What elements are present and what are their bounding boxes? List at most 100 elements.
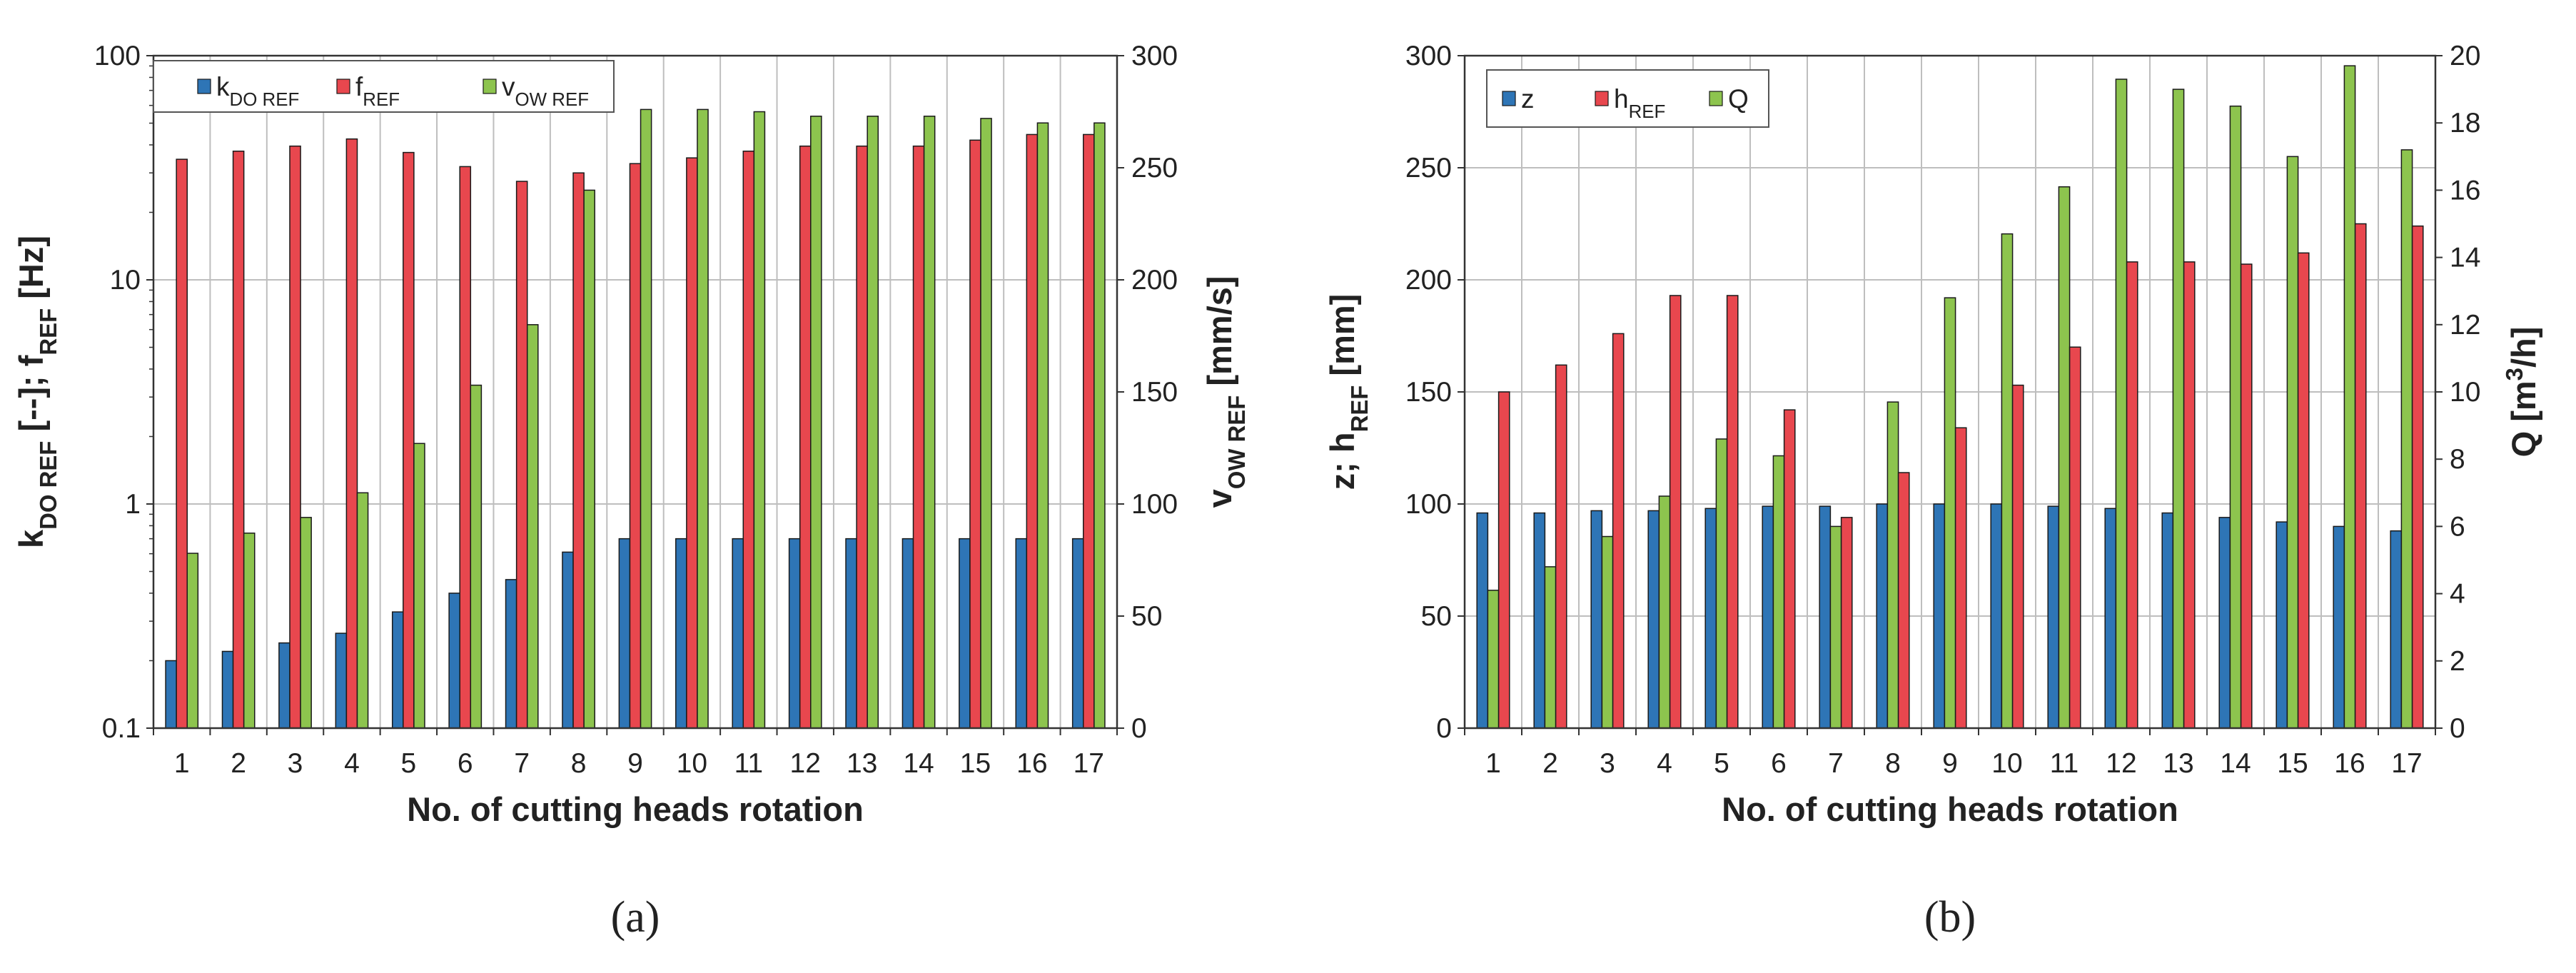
x-tick-label: 17 — [2391, 748, 2422, 779]
bar-q-2 — [1544, 566, 1557, 729]
bar-q-4 — [1658, 495, 1671, 729]
x-tick-label: 5 — [1714, 748, 1729, 779]
bar-z-1 — [1476, 512, 1489, 729]
bar-q-11 — [2058, 186, 2071, 729]
x-tick-label: 8 — [1885, 748, 1901, 779]
bar-kdo-ref-6 — [448, 593, 460, 729]
legend-swatch-green — [1709, 91, 1723, 106]
y-right-tick-label: 0 — [2450, 713, 2465, 744]
bar-kdo-ref-14 — [901, 538, 914, 729]
bar-kdo-ref-16 — [1015, 538, 1028, 729]
bar-kdo-ref-11 — [732, 538, 744, 729]
x-tick-label: 17 — [1074, 748, 1104, 779]
x-tick-label: 2 — [231, 748, 246, 779]
x-tick-label: 3 — [1600, 748, 1615, 779]
bar-fref-3 — [289, 145, 301, 729]
bar-kdo-ref-1 — [165, 660, 177, 729]
legend-label: kDO REF — [216, 72, 299, 110]
y-right-tick-label: 0 — [1131, 713, 1147, 744]
x-tick-label: 4 — [344, 748, 360, 779]
bar-fref-9 — [629, 163, 642, 729]
x-tick-label: 16 — [2334, 748, 2365, 779]
bar-q-9 — [1944, 297, 1956, 729]
y-right-axis-title: Q [m3/h] — [2501, 327, 2543, 458]
legend-swatch-blue — [1502, 91, 1516, 106]
x-tick-label: 4 — [1657, 748, 1672, 779]
y-left-axis-title: kDO REF [--]; fREF [Hz] — [12, 236, 61, 548]
bar-href-9 — [1954, 427, 1967, 729]
bar-fref-15 — [969, 139, 981, 729]
x-tick-label: 2 — [1542, 748, 1558, 779]
panel-label: (a) — [611, 893, 660, 942]
x-tick-label: 15 — [2277, 748, 2308, 779]
bar-z-2 — [1533, 512, 1546, 729]
bar-vow-ref-12 — [810, 116, 822, 729]
y-right-tick-label: 4 — [2450, 579, 2465, 610]
panel-label: (b) — [1924, 893, 1976, 942]
x-tick-label: 10 — [1991, 748, 2022, 779]
bar-href-2 — [1555, 364, 1567, 729]
bar-vow-ref-14 — [923, 116, 936, 729]
bar-z-15 — [2276, 521, 2288, 729]
bar-fref-10 — [686, 157, 698, 729]
bar-q-7 — [1829, 525, 1842, 729]
y-right-tick-label: 12 — [2450, 310, 2480, 341]
x-tick-label: 1 — [174, 748, 190, 779]
bar-fref-6 — [459, 166, 472, 729]
bar-fref-13 — [856, 145, 868, 729]
bar-z-13 — [2161, 512, 2174, 729]
y-right-tick-label: 20 — [2450, 41, 2480, 71]
x-tick-label: 6 — [1771, 748, 1787, 779]
legend-swatch-green — [483, 79, 497, 94]
y-left-tick-label: 0.1 — [102, 713, 141, 744]
bar-z-6 — [1762, 505, 1774, 729]
bar-vow-ref-7 — [526, 324, 539, 729]
x-axis-title: No. of cutting heads rotation — [1722, 790, 2178, 828]
y-right-axis-title: vOW REF [mm/s] — [1201, 276, 1250, 508]
bar-q-8 — [1886, 401, 1899, 729]
x-tick-label: 13 — [847, 748, 877, 779]
bar-q-12 — [2115, 79, 2128, 729]
bar-q-5 — [1715, 438, 1728, 729]
bar-href-11 — [2069, 346, 2081, 729]
y-right-tick-label: 10 — [2450, 377, 2480, 408]
legend-label: hREF — [1614, 84, 1665, 122]
x-tick-label: 6 — [458, 748, 473, 779]
bar-href-3 — [1612, 333, 1625, 729]
bar-fref-17 — [1083, 133, 1095, 729]
bar-q-15 — [2286, 156, 2299, 729]
bar-z-14 — [2218, 517, 2231, 729]
y-right-tick-label: 50 — [1131, 601, 1162, 632]
y-right-tick-label: 100 — [1131, 489, 1178, 520]
y-left-tick-label: 0 — [1436, 713, 1452, 744]
bar-vow-ref-11 — [753, 111, 766, 729]
bar-href-17 — [2411, 225, 2424, 729]
bar-vow-ref-4 — [356, 492, 369, 729]
bar-kdo-ref-17 — [1071, 538, 1084, 729]
legend-swatch-red — [336, 79, 350, 94]
bar-q-14 — [2229, 105, 2242, 729]
bar-vow-ref-5 — [413, 443, 425, 729]
bar-kdo-ref-9 — [618, 538, 631, 729]
x-tick-label: 1 — [1485, 748, 1501, 779]
x-tick-label: 16 — [1016, 748, 1047, 779]
bar-vow-ref-8 — [583, 189, 595, 729]
y-right-tick-label: 2 — [2450, 646, 2465, 677]
bar-fref-1 — [176, 158, 188, 729]
y-left-tick-label: 50 — [1421, 601, 1452, 632]
y-right-tick-label: 300 — [1131, 41, 1178, 71]
bar-z-9 — [1933, 503, 1946, 729]
y-right-tick-label: 150 — [1131, 377, 1178, 408]
y-left-tick-label: 1 — [125, 489, 141, 520]
legend-label: fREF — [355, 72, 400, 110]
bar-z-3 — [1590, 510, 1603, 729]
bar-q-16 — [2343, 65, 2356, 729]
y-left-tick-label: 10 — [110, 265, 141, 296]
x-tick-label: 14 — [903, 748, 934, 779]
bar-fref-14 — [912, 145, 925, 729]
x-tick-label: 11 — [734, 748, 764, 779]
legend-box — [153, 60, 615, 113]
